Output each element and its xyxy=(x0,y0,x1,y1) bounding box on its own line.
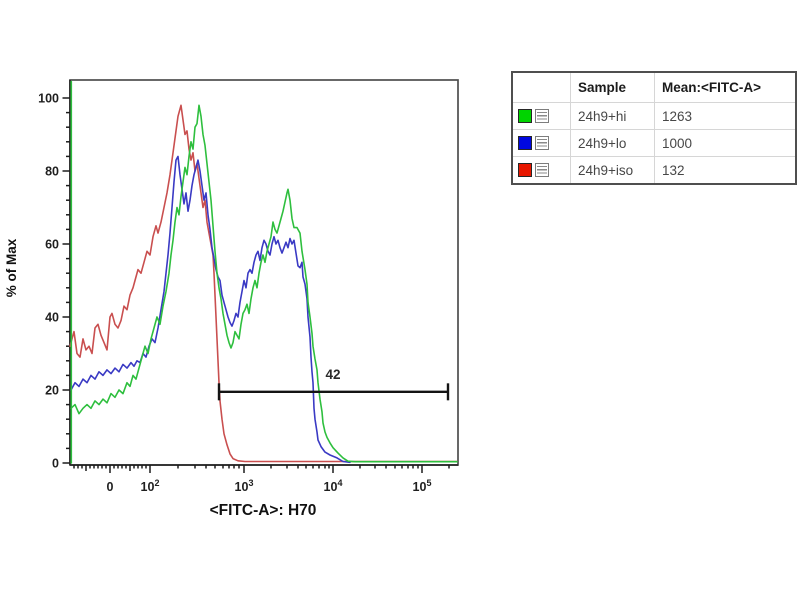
legend-swatch-cell xyxy=(513,130,570,156)
x-tick-label: 105 xyxy=(413,478,432,494)
y-axis-ticks: 0 20 40 60 80 100 xyxy=(38,92,70,471)
x-tick-label: 0 xyxy=(107,480,114,494)
legend-sample-name: 24h9+lo xyxy=(570,130,655,156)
series-color-swatch xyxy=(518,109,532,123)
series-color-swatch xyxy=(518,136,532,150)
x-tick-label: 102 xyxy=(141,478,160,494)
legend-table: Sample Mean:<FITC-A> 24h9+hi 1263 24h9+l… xyxy=(511,71,797,185)
x-tick-label: 103 xyxy=(235,478,254,494)
legend-header-mean: Mean:<FITC-A> xyxy=(662,80,762,95)
legend-sample-name: 24h9+iso xyxy=(570,157,655,183)
y-tick-label: 60 xyxy=(45,238,59,252)
legend-row: 24h9+hi 1263 xyxy=(513,102,795,129)
legend-header-sample: Sample xyxy=(570,73,655,102)
histogram-curves xyxy=(69,80,458,464)
gate-marker: 42 xyxy=(217,367,450,401)
gate-percent-label: 42 xyxy=(325,367,340,382)
histogram-layer-icon xyxy=(535,109,549,123)
legend-row: 24h9+lo 1000 xyxy=(513,129,795,156)
series-color-swatch xyxy=(518,163,532,177)
curve-24h9+iso xyxy=(69,104,458,463)
legend-mean-value: 1000 xyxy=(662,135,693,151)
y-tick-label: 100 xyxy=(38,92,59,106)
plot-frame xyxy=(69,79,459,466)
y-axis-title: % of Max xyxy=(4,238,19,297)
histogram-layer-icon xyxy=(535,163,549,177)
legend-header-row: Sample Mean:<FITC-A> xyxy=(513,73,795,102)
x-tick-label: 104 xyxy=(324,478,343,494)
y-tick-label: 40 xyxy=(45,311,59,325)
y-tick-label: 0 xyxy=(52,457,59,471)
curve-24h9+hi xyxy=(70,104,458,463)
legend-sample-name: 24h9+hi xyxy=(570,103,655,129)
legend-swatch-cell xyxy=(513,157,570,183)
legend-header-swatch-spacer xyxy=(513,73,570,102)
histogram-layer-icon xyxy=(535,136,549,150)
x-axis-title: <FITC-A>: H70 xyxy=(210,502,317,519)
y-tick-label: 80 xyxy=(45,165,59,179)
legend-mean-value: 132 xyxy=(662,162,685,178)
legend-row: 24h9+iso 132 xyxy=(513,156,795,183)
y-tick-label: 20 xyxy=(45,384,59,398)
legend-swatch-cell xyxy=(513,103,570,129)
legend-mean-value: 1263 xyxy=(662,108,693,124)
x-axis-ticks: 0 102 103 104 105 xyxy=(73,465,450,494)
